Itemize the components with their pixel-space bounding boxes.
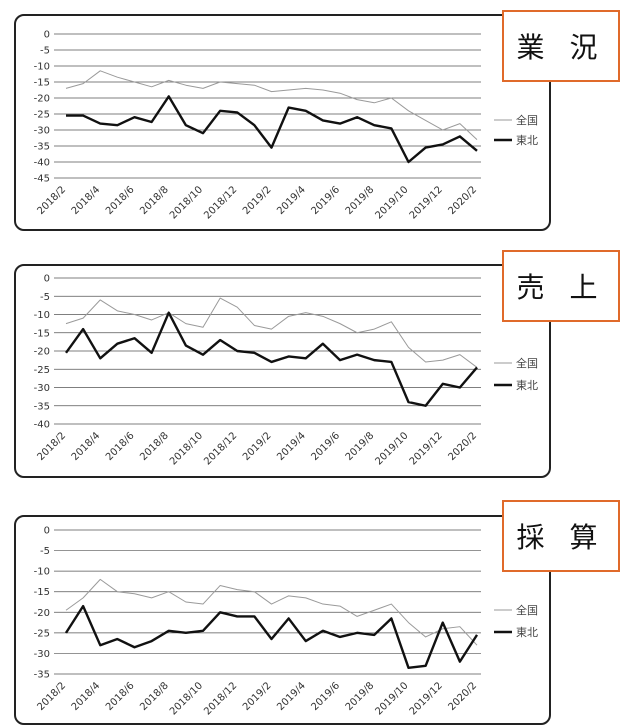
- x-tick-label: 2018/8: [138, 680, 171, 713]
- y-tick-label: -25: [34, 365, 50, 376]
- chart-title-uriage: 売 上: [502, 250, 620, 322]
- legend-label: 東北: [516, 379, 538, 392]
- x-tick-label: 2020/2: [446, 430, 479, 463]
- y-tick-label: -45: [34, 174, 50, 185]
- x-tick-label: 2019/6: [309, 430, 342, 463]
- legend-label: 東北: [516, 134, 538, 147]
- legend-label: 全国: [516, 603, 538, 617]
- series-line-zenkoku: [65, 297, 478, 368]
- x-tick-label: 2018/12: [202, 680, 239, 717]
- y-tick-label: 0: [44, 30, 50, 41]
- y-tick-label: -15: [34, 78, 50, 89]
- x-tick-label: 2018/4: [70, 680, 103, 713]
- x-tick-label: 2019/4: [275, 680, 308, 713]
- x-tick-label: 2019/2: [241, 430, 274, 463]
- x-tick-label: 2020/2: [446, 680, 479, 713]
- x-tick-label: 2018/10: [168, 680, 205, 717]
- chart-panel-gyokyo: 0 -5 -10 -15 -20 -25 -30 -35 -40 -45 2018/2 2018/4 2…: [14, 14, 551, 231]
- series-line-tohoku: [64, 604, 479, 670]
- x-tick-label: 2019/10: [373, 184, 410, 221]
- y-tick-label: -25: [34, 628, 50, 639]
- series-line-zenkoku: [65, 578, 478, 646]
- y-tick-label: -15: [34, 328, 50, 339]
- y-tick-label: -5: [40, 46, 50, 57]
- x-tick-label: 2019/12: [408, 680, 445, 717]
- x-tick-label: 2018/10: [168, 430, 205, 467]
- chart-panel-saisan: 0 -5 -10 -15 -20 -25 -30 -35 2018/2 2018/4 2018/6 2…: [14, 515, 551, 725]
- series-line-zenkoku: [65, 70, 478, 140]
- y-tick-label: -35: [34, 401, 50, 412]
- y-tick-label: -35: [34, 670, 50, 681]
- chart-panel-uriage: 0 -5 -10 -15 -20 -25 -30 -35 -40 2018/2 2018/4 2018…: [14, 264, 551, 478]
- y-tick-label: -5: [40, 292, 50, 303]
- x-tick-label: 2018/6: [104, 430, 137, 463]
- y-tick-label: -20: [34, 608, 50, 619]
- x-tick-label: 2018/8: [138, 430, 171, 463]
- x-tick-label: 2019/8: [344, 430, 377, 463]
- x-tick-label: 2020/2: [446, 184, 479, 217]
- y-tick-label: -30: [34, 649, 50, 660]
- x-tick-label: 2019/2: [241, 184, 274, 217]
- x-tick-label: 2019/12: [408, 184, 445, 221]
- legend-label: 全国: [516, 113, 538, 127]
- x-tick-label: 2019/12: [408, 430, 445, 467]
- y-tick-label: -10: [34, 567, 50, 578]
- x-tick-label: 2018/6: [104, 680, 137, 713]
- y-tick-label: -10: [34, 62, 50, 73]
- x-tick-label: 2018/12: [202, 184, 239, 221]
- y-tick-label: 0: [44, 274, 50, 285]
- chart-title-gyokyo: 業 況: [502, 10, 620, 82]
- x-tick-label: 2019/2: [241, 680, 274, 713]
- y-tick-label: -10: [34, 310, 50, 321]
- y-tick-label: -20: [34, 347, 50, 358]
- x-tick-label: 2019/10: [373, 430, 410, 467]
- legend-label: 全国: [516, 356, 538, 370]
- y-tick-label: -20: [34, 94, 50, 105]
- y-tick-label: -40: [34, 420, 50, 431]
- x-tick-label: 2018/6: [104, 184, 137, 217]
- y-tick-label: -5: [40, 546, 50, 557]
- legend-label: 東北: [516, 626, 538, 639]
- x-tick-label: 2018/2: [35, 430, 68, 463]
- y-tick-label: -35: [34, 142, 50, 153]
- x-tick-label: 2018/10: [168, 184, 205, 221]
- x-tick-label: 2018/12: [202, 430, 239, 467]
- y-tick-label: -15: [34, 587, 50, 598]
- y-tick-label: -30: [34, 383, 50, 394]
- x-tick-label: 2019/6: [309, 184, 342, 217]
- x-tick-label: 2019/10: [373, 680, 410, 717]
- x-tick-label: 2019/4: [275, 184, 308, 217]
- x-tick-label: 2019/8: [344, 680, 377, 713]
- x-tick-label: 2018/4: [70, 430, 103, 463]
- y-tick-label: -30: [34, 126, 50, 137]
- y-tick-label: 0: [44, 526, 50, 537]
- chart-title-saisan: 採 算: [502, 500, 620, 572]
- series-line-tohoku: [65, 311, 478, 407]
- x-tick-label: 2019/4: [275, 430, 308, 463]
- x-tick-label: 2018/2: [35, 184, 68, 217]
- y-tick-label: -25: [34, 110, 50, 121]
- x-tick-label: 2019/6: [309, 680, 342, 713]
- x-tick-label: 2018/2: [35, 680, 68, 713]
- x-tick-label: 2018/4: [70, 184, 103, 217]
- x-tick-label: 2018/8: [138, 184, 171, 217]
- y-tick-label: -40: [34, 158, 50, 169]
- series-line-tohoku: [66, 95, 478, 164]
- x-tick-label: 2019/8: [344, 184, 377, 217]
